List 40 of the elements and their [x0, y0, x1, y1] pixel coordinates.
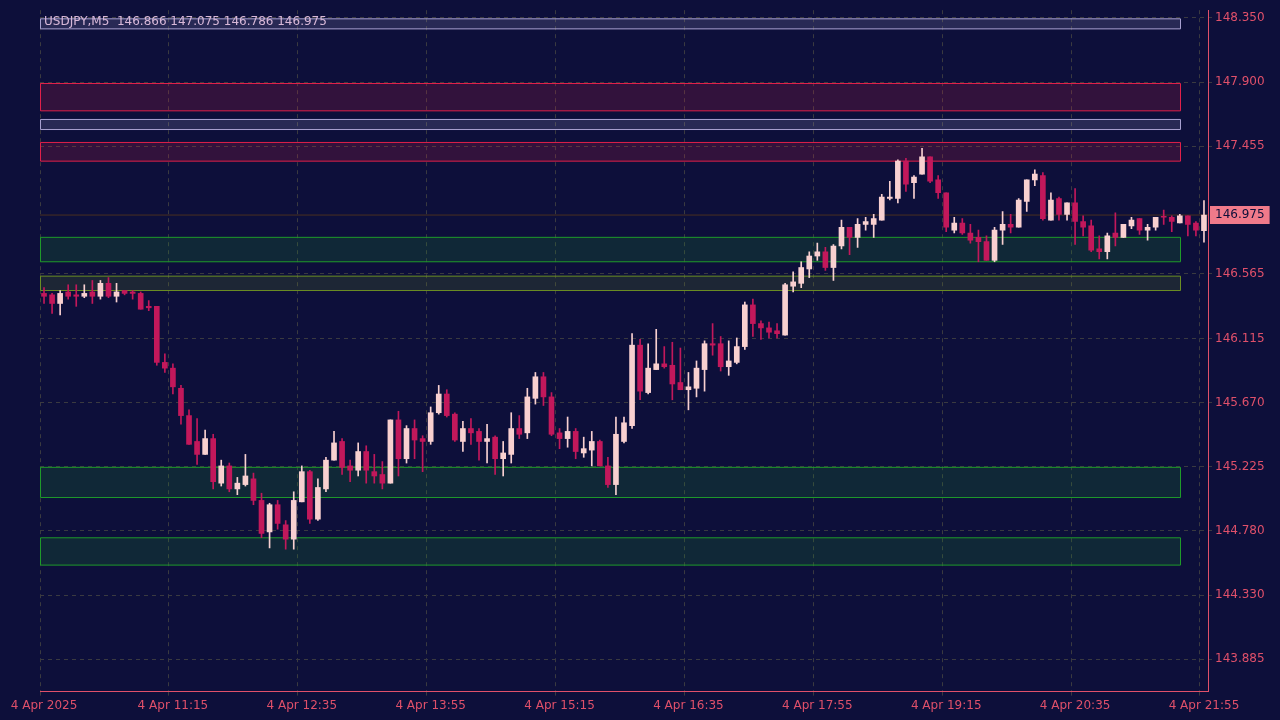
- candlestick: [1096, 235, 1103, 260]
- candlestick: [500, 441, 506, 477]
- x-tick-label: 4 Apr 2025: [10, 697, 78, 712]
- y-tick-label: 144.330: [1215, 587, 1265, 602]
- y-tick-label: 147.455: [1215, 138, 1265, 153]
- x-tick-label: 4 Apr 16:35: [653, 697, 724, 712]
- candlestick: [468, 418, 474, 445]
- candlestick: [484, 423, 490, 464]
- x-tick-label: 4 Apr 11:15: [137, 697, 209, 712]
- candlestick: [145, 300, 152, 311]
- x-tick-label: 4 Apr 15:15: [524, 697, 595, 712]
- ref-line-label: 146.975: [1215, 207, 1265, 222]
- x-tick-label: 4 Apr 19:15: [910, 697, 982, 712]
- x-tick-label: 4 Apr 21:55: [1168, 697, 1240, 712]
- y-tick-label: 145.225: [1215, 458, 1265, 473]
- y-tick-label: 146.115: [1215, 330, 1265, 345]
- candlestick: [1160, 209, 1167, 225]
- chart-title: USDJPY,M5 146.866 147.075 146.786 146.975: [44, 14, 327, 29]
- candlestick: [371, 454, 378, 484]
- y-tick-label: 146.565: [1215, 266, 1265, 281]
- candlestick: [347, 459, 353, 483]
- candlestick: [886, 180, 893, 201]
- x-tick-label: 4 Apr 20:35: [1039, 697, 1111, 712]
- candlestick: [725, 340, 732, 376]
- x-tick-label: 4 Apr 17:55: [782, 697, 853, 712]
- y-tick-label: 147.900: [1215, 74, 1265, 89]
- candlestick: [911, 175, 917, 199]
- y-tick-label: 148.350: [1215, 9, 1265, 24]
- candlestick: [73, 284, 80, 307]
- x-tick-label: 4 Apr 13:55: [395, 697, 466, 712]
- y-tick-label: 145.670: [1215, 394, 1265, 409]
- candlestick: [580, 436, 587, 458]
- y-tick-label: 144.780: [1215, 522, 1265, 537]
- candlestick: [588, 431, 595, 467]
- candlestick: [653, 329, 660, 370]
- x-tick-label: 4 Apr 12:35: [266, 697, 338, 712]
- candlestick: [661, 346, 668, 369]
- candlestick: [41, 287, 47, 304]
- y-tick-label: 143.885: [1215, 651, 1265, 666]
- candlestick: [758, 320, 764, 340]
